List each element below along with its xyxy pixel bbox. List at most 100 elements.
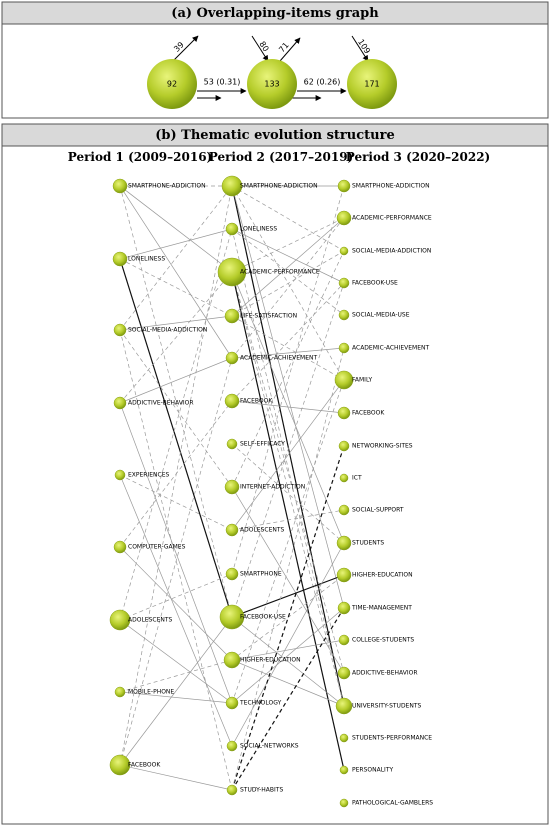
- theme-node: [336, 567, 352, 583]
- theme-label: ACADEMIC-PERFORMANCE: [240, 269, 320, 276]
- link: [119, 258, 233, 618]
- theme-node: [338, 634, 350, 646]
- theme-node: [338, 309, 350, 321]
- link: [119, 357, 233, 404]
- theme-node: [114, 469, 126, 481]
- link: [231, 347, 345, 791]
- period-heading: Period 2 (2017–2019): [209, 150, 353, 164]
- theme-label: ICT: [352, 475, 362, 482]
- theme-node: [113, 540, 127, 554]
- link: [119, 329, 233, 488]
- link: [119, 185, 233, 766]
- link: [231, 271, 345, 707]
- link: [231, 282, 345, 402]
- theme-node: [219, 604, 245, 630]
- theme-node: [226, 740, 238, 752]
- theme-node: [335, 697, 353, 715]
- link: [231, 228, 345, 707]
- link: [119, 402, 233, 704]
- link: [231, 607, 345, 791]
- link: [231, 639, 345, 661]
- link: [231, 379, 345, 531]
- link: [231, 443, 345, 544]
- theme-node: [109, 609, 131, 631]
- link: [231, 217, 345, 359]
- link: [231, 271, 345, 544]
- link: [119, 691, 233, 704]
- theme-label: ACADEMIC-ACHIEVEMENT: [240, 355, 317, 362]
- theme-label: ACADEMIC-PERFORMANCE: [352, 215, 432, 222]
- link: [119, 619, 233, 704]
- period-heading: Period 3 (2020–2022): [346, 150, 490, 164]
- link: [231, 400, 345, 414]
- theme-node: [337, 666, 351, 680]
- link: [119, 573, 233, 621]
- arrow: [351, 35, 369, 62]
- theme-node: [334, 370, 354, 390]
- theme-label: TECHNOLOGY: [239, 700, 282, 707]
- node: [347, 59, 397, 109]
- theme-node: [339, 246, 349, 256]
- theme-node: [339, 473, 349, 483]
- theme-label: FAMILY: [352, 377, 372, 384]
- edge-label: 53 (0.31): [204, 78, 241, 87]
- link: [119, 185, 233, 273]
- theme-label: INTERNET-ADDICTION: [240, 484, 305, 491]
- link: [119, 228, 233, 260]
- theme-node: [225, 567, 239, 581]
- panel-title: (b) Thematic evolution structure: [155, 128, 394, 143]
- link: [119, 329, 233, 791]
- theme-node: [338, 440, 350, 452]
- theme-label: SELF-EFFICACY: [240, 441, 285, 448]
- theme-label: SOCIAL-NETWORKS: [240, 743, 299, 750]
- theme-label: LONELINESS: [240, 226, 277, 233]
- theme-node: [338, 342, 350, 354]
- link: [231, 185, 345, 609]
- theme-label: HIGHER-EDUCATION: [352, 572, 413, 579]
- theme-label: EXPERIENCES: [128, 472, 170, 479]
- theme-node: [225, 523, 239, 537]
- theme-label: ADOLESCENTS: [128, 617, 173, 624]
- theme-node: [337, 179, 351, 193]
- link: [119, 271, 233, 404]
- link: [231, 616, 345, 707]
- panel-a-header: [1, 1, 549, 25]
- link: [119, 185, 233, 359]
- theme-node: [226, 784, 238, 796]
- node-label: 133: [264, 80, 279, 89]
- theme-node: [338, 504, 350, 516]
- theme-node: [226, 438, 238, 450]
- theme-node: [339, 798, 349, 808]
- arrow: [251, 35, 269, 62]
- panel-title: (a) Overlapping-items graph: [171, 6, 379, 21]
- link: [231, 185, 345, 381]
- theme-node: [337, 601, 351, 615]
- theme-node: [225, 351, 239, 365]
- theme-node: [225, 696, 239, 710]
- link: [231, 379, 345, 704]
- link: [231, 185, 345, 252]
- theme-label: STUDY-HABITS: [240, 787, 283, 794]
- node-label: 92: [167, 80, 177, 89]
- arrow: [171, 35, 199, 63]
- link: [119, 185, 233, 618]
- link: [231, 271, 345, 674]
- arrow: [279, 37, 301, 62]
- link: [119, 315, 233, 331]
- link: [231, 282, 345, 618]
- theme-label: ADDICTIVE-BEHAVIOR: [352, 670, 418, 677]
- theme-node: [337, 406, 351, 420]
- theme-label: LONELINESS: [128, 256, 165, 263]
- theme-node: [338, 277, 350, 289]
- theme-label: SMARTPHONE: [240, 571, 282, 578]
- theme-node: [339, 733, 349, 743]
- theme-label: HIGHER-EDUCATION: [240, 657, 301, 664]
- link: [231, 574, 345, 661]
- theme-node: [223, 651, 241, 669]
- theme-label: FACEBOOK-USE: [240, 614, 286, 621]
- arrow-label: 71: [277, 41, 290, 55]
- theme-label: UNIVERSITY-STUDENTS: [352, 703, 422, 710]
- theme-label: SOCIAL-SUPPORT: [352, 507, 404, 514]
- theme-label: SOCIAL-MEDIA-ADDICTION: [352, 248, 431, 255]
- theme-label: SMARTPHONE-ADDICTION: [128, 183, 206, 190]
